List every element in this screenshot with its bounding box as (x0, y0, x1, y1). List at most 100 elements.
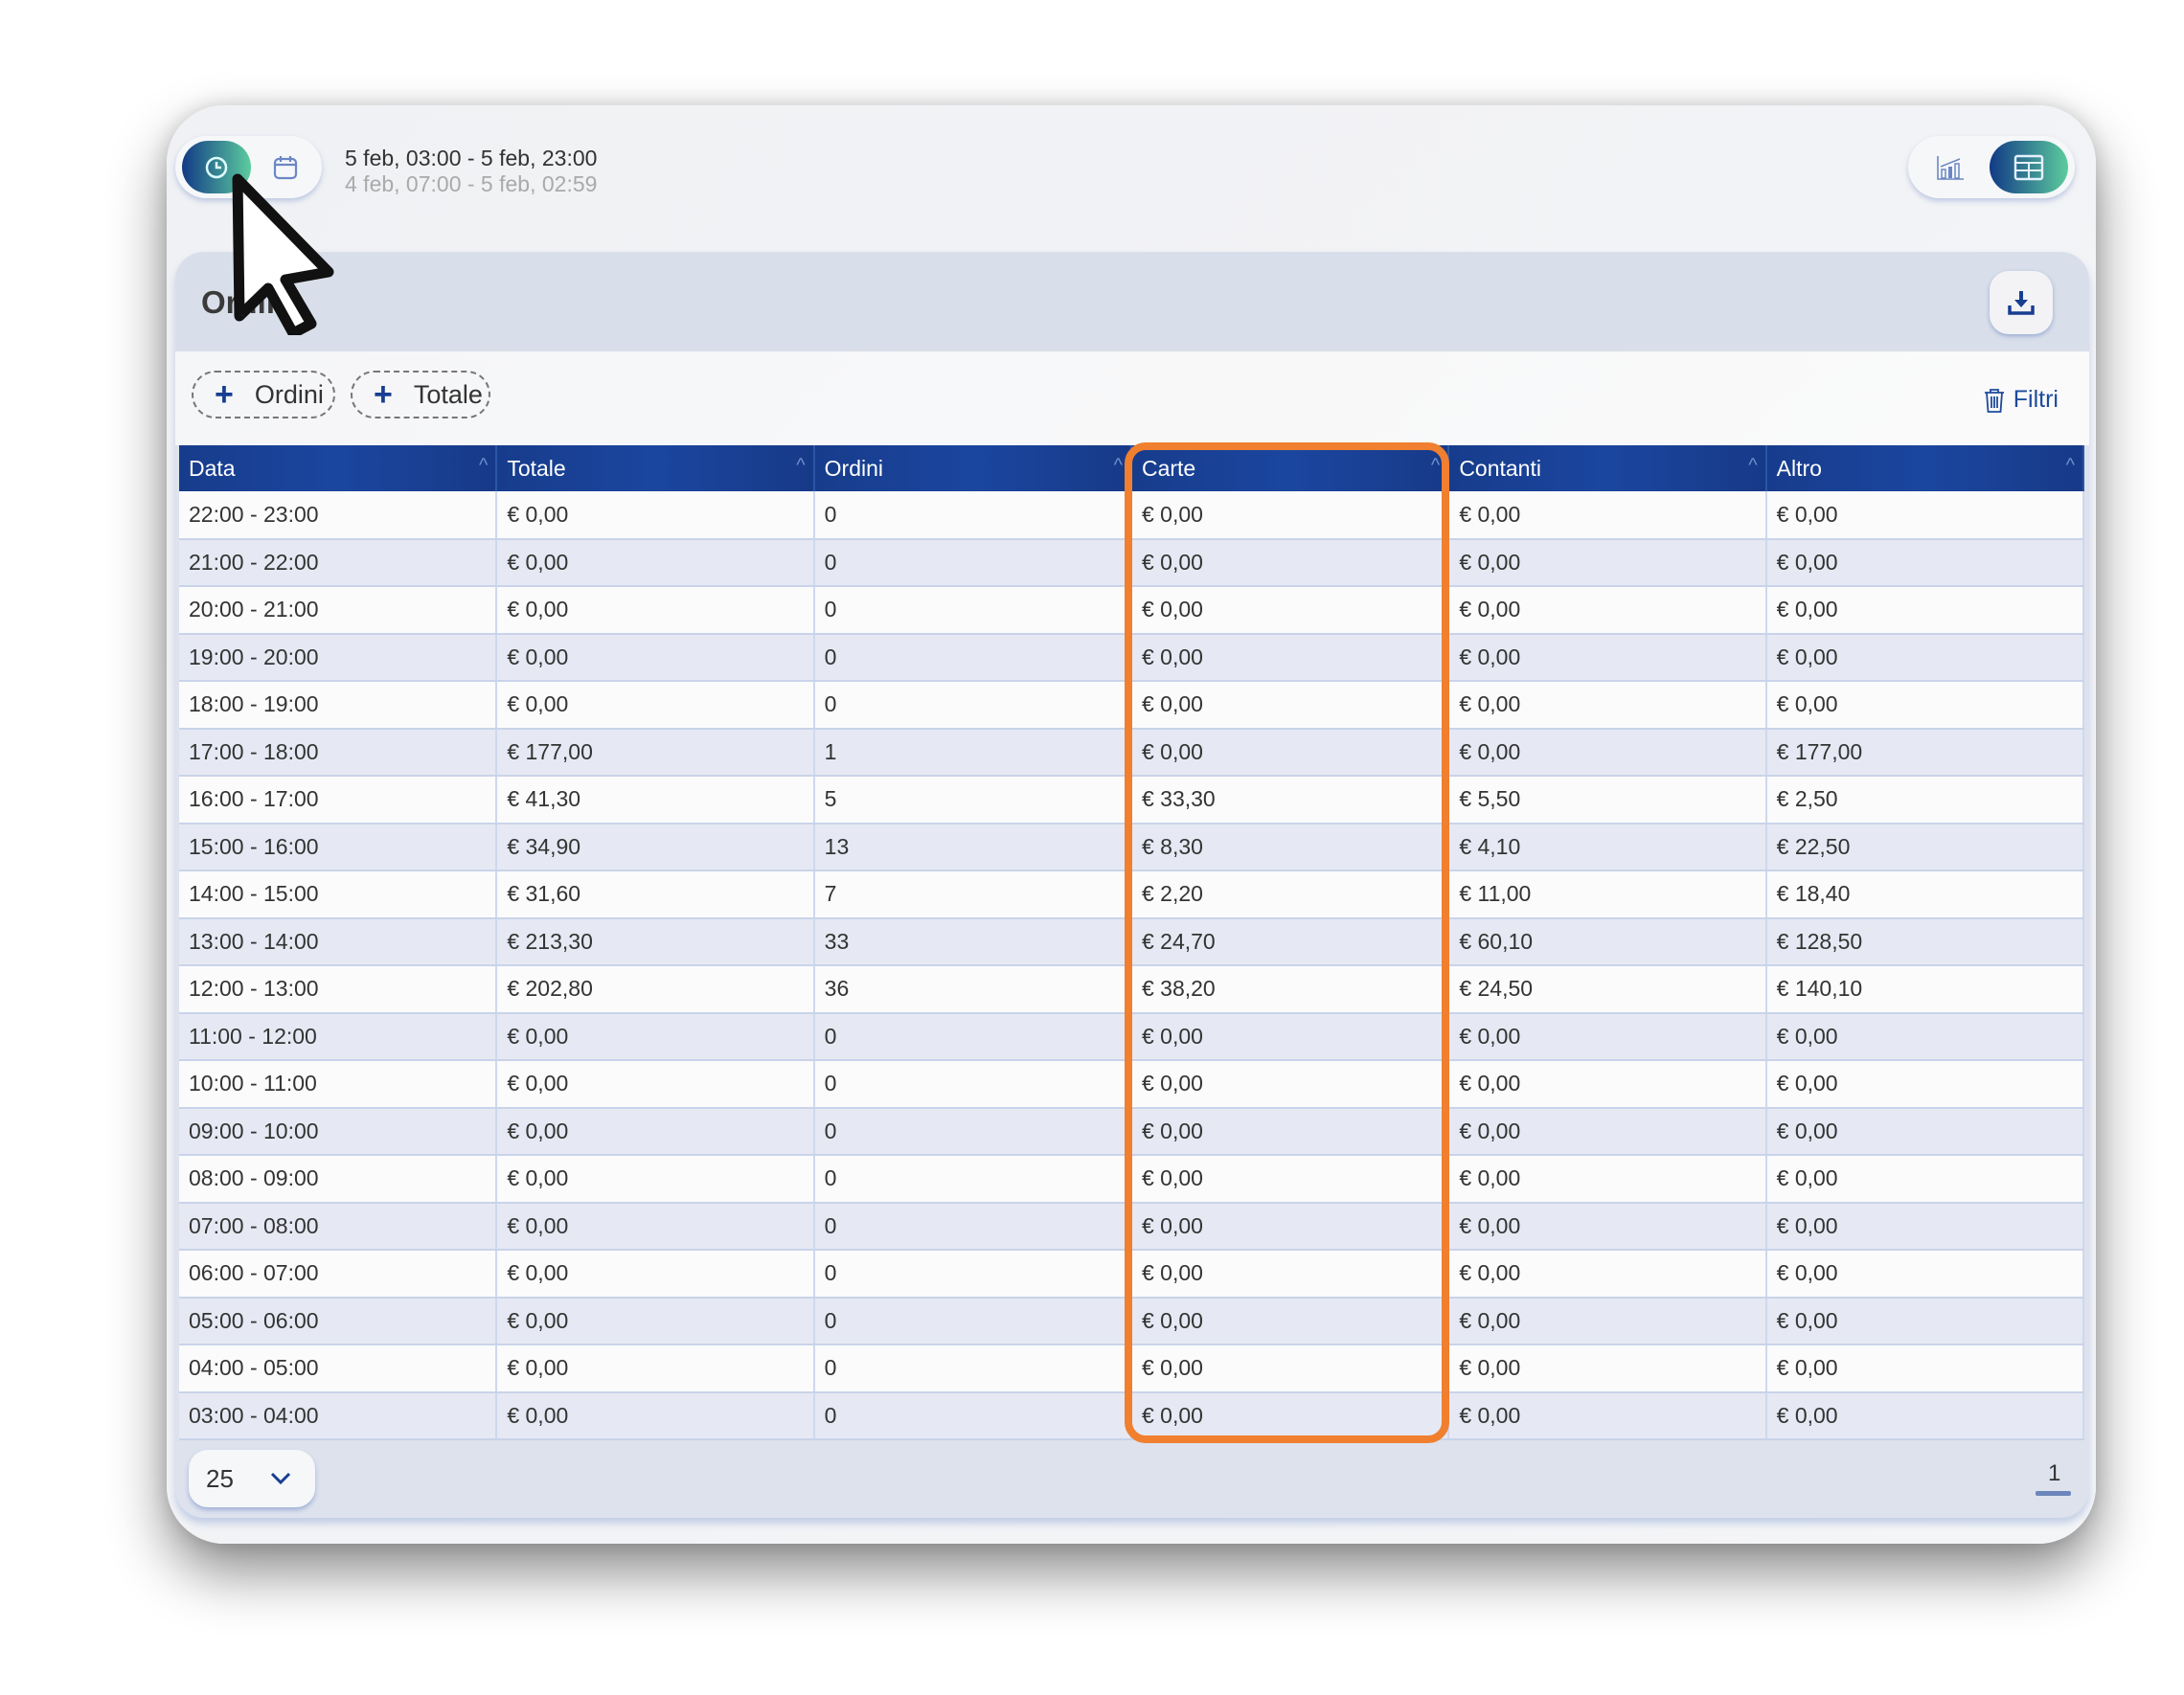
cell-carte: € 8,30 (1130, 823, 1450, 871)
column-header-contanti[interactable]: Contanti ^ (1448, 445, 1767, 491)
chart-view-button[interactable] (1916, 141, 1985, 193)
mouse-cursor-icon (232, 173, 334, 335)
date-range: 5 feb, 03:00 - 5 feb, 23:00 4 feb, 07:00… (345, 146, 597, 197)
cell-contanti: € 11,00 (1448, 870, 1767, 919)
column-label: Totale (507, 455, 566, 481)
calendar-mode-button[interactable] (254, 141, 317, 193)
add-totale-chip[interactable]: + Totale (351, 371, 490, 418)
cell-contanti: € 0,00 (1448, 1391, 1767, 1440)
cell-ordini: 5 (813, 776, 1132, 825)
sort-icon[interactable]: ^ (796, 455, 806, 476)
cell-data: 18:00 - 19:00 (179, 681, 498, 730)
cell-ordini: 0 (813, 1060, 1132, 1109)
table-row: 17:00 - 18:00 € 177,00 1 € 0,00 € 0,00 € 177,… (179, 728, 2085, 777)
cell-ordini: 0 (813, 586, 1132, 635)
page-number[interactable]: 1 (2048, 1460, 2061, 1486)
column-header-data[interactable]: Data ^ (179, 445, 498, 491)
page-size-select[interactable]: 25 (189, 1450, 315, 1507)
orders-table: Data ^ Totale ^ Ordini ^ Carte ^ Contanti ^ Altro ^… (179, 445, 2085, 1440)
current-range: 5 feb, 03:00 - 5 feb, 23:00 (345, 146, 598, 170)
cell-totale: € 202,80 (496, 965, 815, 1014)
cell-altro: € 22,50 (1765, 823, 2085, 871)
column-header-ordini[interactable]: Ordini ^ (813, 445, 1132, 491)
cell-altro: € 0,00 (1765, 1107, 2085, 1156)
cell-totale: € 0,00 (496, 1250, 815, 1299)
cell-altro: € 0,00 (1765, 1202, 2085, 1251)
table-row: 04:00 - 05:00 € 0,00 0 € 0,00 € 0,00 € 0,00 (179, 1345, 2085, 1393)
current-page-indicator (2036, 1491, 2071, 1496)
calendar-icon (273, 155, 298, 179)
cell-carte: € 0,00 (1130, 1107, 1450, 1156)
table-view-button[interactable] (1990, 141, 2068, 193)
cell-carte: € 0,00 (1130, 1391, 1450, 1440)
compare-range: 4 feb, 07:00 - 5 feb, 02:59 (345, 171, 598, 196)
cell-carte: € 0,00 (1130, 681, 1450, 730)
sort-icon[interactable]: ^ (1430, 455, 1441, 476)
column-header-carte[interactable]: Carte ^ (1130, 445, 1450, 491)
cell-ordini: 0 (813, 1297, 1132, 1345)
cell-contanti: € 0,00 (1448, 681, 1767, 730)
table-row: 03:00 - 04:00 € 0,00 0 € 0,00 € 0,00 € 0,00 (179, 1391, 2085, 1440)
cell-altro: € 128,50 (1765, 917, 2085, 966)
cell-data: 04:00 - 05:00 (179, 1345, 498, 1393)
cell-carte: € 0,00 (1130, 1155, 1450, 1204)
filters-button[interactable]: Filtri (1983, 386, 2059, 414)
download-button[interactable] (1990, 271, 2053, 334)
cell-data: 10:00 - 11:00 (179, 1060, 498, 1109)
cell-totale: € 0,00 (496, 681, 815, 730)
cell-data: 11:00 - 12:00 (179, 1012, 498, 1061)
column-label: Carte (1141, 455, 1196, 481)
cell-ordini: 0 (813, 1202, 1132, 1251)
cell-ordini: 0 (813, 681, 1132, 730)
sort-icon[interactable]: ^ (1748, 455, 1758, 476)
column-header-totale[interactable]: Totale ^ (496, 445, 815, 491)
table-row: 11:00 - 12:00 € 0,00 0 € 0,00 € 0,00 € 0,00 (179, 1012, 2085, 1061)
cell-data: 08:00 - 09:00 (179, 1155, 498, 1204)
filters-label: Filtri (2013, 386, 2059, 413)
cell-contanti: € 0,00 (1448, 1155, 1767, 1204)
plus-icon: + (374, 375, 393, 413)
cell-totale: € 31,60 (496, 870, 815, 919)
table-row: 10:00 - 11:00 € 0,00 0 € 0,00 € 0,00 € 0,00 (179, 1060, 2085, 1109)
sort-icon[interactable]: ^ (2065, 455, 2075, 476)
cell-altro: € 0,00 (1765, 1345, 2085, 1393)
sort-icon[interactable]: ^ (478, 455, 489, 476)
table-row: 06:00 - 07:00 € 0,00 0 € 0,00 € 0,00 € 0,00 (179, 1250, 2085, 1299)
cell-data: 20:00 - 21:00 (179, 586, 498, 635)
cell-altro: € 18,40 (1765, 870, 2085, 919)
cell-altro: € 0,00 (1765, 633, 2085, 682)
column-label: Data (189, 455, 236, 481)
panel-header: Ordini (175, 252, 2089, 351)
cell-ordini: 0 (813, 538, 1132, 587)
cell-ordini: 7 (813, 870, 1132, 919)
add-ordini-chip[interactable]: + Ordini (192, 371, 335, 418)
cell-ordini: 0 (813, 1391, 1132, 1440)
cell-carte: € 24,70 (1130, 917, 1450, 966)
cell-carte: € 0,00 (1130, 1060, 1450, 1109)
cell-contanti: € 0,00 (1448, 1345, 1767, 1393)
table-row: 08:00 - 09:00 € 0,00 0 € 0,00 € 0,00 € 0,00 (179, 1155, 2085, 1204)
table-row: 13:00 - 14:00 € 213,30 33 € 24,70 € 60,10 € 1… (179, 917, 2085, 966)
cell-contanti: € 0,00 (1448, 586, 1767, 635)
sort-icon[interactable]: ^ (1113, 455, 1123, 476)
cell-ordini: 0 (813, 1250, 1132, 1299)
cell-totale: € 0,00 (496, 538, 815, 587)
bar-chart-icon (1937, 155, 1964, 180)
cell-contanti: € 0,00 (1448, 1012, 1767, 1061)
cell-altro: € 140,10 (1765, 965, 2085, 1014)
cell-contanti: € 5,50 (1448, 776, 1767, 825)
table-row: 05:00 - 06:00 € 0,00 0 € 0,00 € 0,00 € 0,00 (179, 1297, 2085, 1345)
cell-contanti: € 60,10 (1448, 917, 1767, 966)
table-row: 18:00 - 19:00 € 0,00 0 € 0,00 € 0,00 € 0,00 (179, 681, 2085, 730)
clock-icon (205, 156, 228, 178)
cell-carte: € 0,00 (1130, 1297, 1450, 1345)
cell-ordini: 0 (813, 491, 1132, 540)
column-header-altro[interactable]: Altro ^ (1765, 445, 2085, 491)
table-row: 21:00 - 22:00 € 0,00 0 € 0,00 € 0,00 € 0,00 (179, 538, 2085, 587)
cell-carte: € 0,00 (1130, 1202, 1450, 1251)
cell-altro: € 0,00 (1765, 1250, 2085, 1299)
cell-ordini: 36 (813, 965, 1132, 1014)
cell-contanti: € 0,00 (1448, 538, 1767, 587)
cell-altro: € 0,00 (1765, 1391, 2085, 1440)
cell-data: 14:00 - 15:00 (179, 870, 498, 919)
